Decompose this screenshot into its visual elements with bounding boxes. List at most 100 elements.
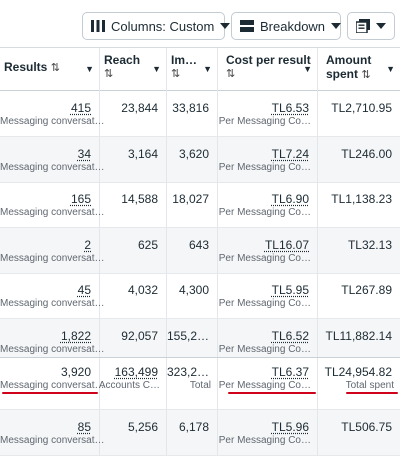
table-row[interactable]: 165 Messaging conversat… 14,588 18,027 TL6.9…	[0, 182, 400, 228]
table-row[interactable]: 1,822 Messaging conversat… 92,057 155,2… TL6…	[0, 318, 400, 365]
table-row[interactable]: 85 Messaging conversat… 5,256 6,178 TL5.96 Pe…	[0, 409, 400, 456]
columns-button[interactable]: Columns: Custom	[82, 12, 231, 40]
results-label: Messaging conversat…	[0, 161, 105, 173]
breakdown-button[interactable]: Breakdown	[231, 12, 342, 40]
column-header-cost-per-result[interactable]: Cost per result ⇅ ▼	[218, 48, 318, 91]
impressions-cell: 6,178	[167, 409, 218, 455]
cost-per-result-label: Per Messaging Co…	[218, 298, 311, 309]
cost-per-result-label: Per Messaging Co…	[218, 343, 311, 355]
reach-value: 92,057	[121, 328, 158, 343]
chevron-down-icon	[376, 23, 386, 29]
cost-per-result-cell: TL5.95 Per Messaging Co…	[218, 273, 318, 318]
results-label: Messaging conversat…	[0, 116, 105, 127]
results-value[interactable]: 45	[77, 283, 91, 297]
results-label: Messaging conversat…	[0, 434, 105, 446]
export-button[interactable]	[347, 12, 395, 40]
impressions-value: 3,620	[178, 146, 209, 161]
amount-spent-cell: TL267.89	[318, 273, 400, 318]
total-cost-per-result-value[interactable]: TL6.37	[271, 365, 309, 379]
chevron-down-icon	[220, 23, 231, 29]
total-reach-cell: 163,499 Accounts C…	[99, 358, 167, 401]
impressions-value: 643	[188, 237, 209, 252]
results-cell: 415 Messaging conversat…	[0, 91, 105, 136]
results-cell: 2 Messaging conversat…	[0, 227, 105, 273]
results-value[interactable]: 34	[77, 146, 91, 161]
columns-button-label: Columns: Custom	[111, 18, 215, 34]
chevron-down-icon[interactable]: ▼	[85, 64, 94, 74]
table-row[interactable]: 34 Messaging conversat… 3,164 3,620 TL7.24 Pe…	[0, 136, 400, 183]
results-value[interactable]: 85	[77, 419, 91, 434]
amount-spent-value: TL11,882.14	[325, 328, 393, 343]
column-header-results[interactable]: Results ⇅ ▼	[0, 48, 100, 91]
sort-icon[interactable]: ⇅	[226, 68, 236, 80]
sort-icon[interactable]: ⇅	[50, 62, 60, 74]
column-header-reach[interactable]: Reach ⇅ ▼	[100, 48, 167, 91]
sort-icon[interactable]: ⇅	[361, 69, 371, 81]
results-label: Messaging conversat…	[0, 298, 105, 309]
amount-spent-value: TL506.75	[341, 419, 392, 434]
total-amount-spent-value: TL24,954.82	[324, 365, 392, 379]
impressions-value: 18,027	[172, 192, 209, 206]
table-row[interactable]: 415 Messaging conversat… 23,844 33,816 TL6.5…	[0, 91, 400, 137]
reach-value: 5,256	[127, 419, 158, 434]
amount-spent-cell: TL506.75	[318, 410, 400, 455]
cost-per-result-value[interactable]: TL6.53	[271, 101, 309, 115]
amount-spent-value: TL32.13	[347, 237, 392, 252]
column-header-impressions[interactable]: Im… ⇅ ▼	[167, 48, 218, 91]
cost-per-result-cell: TL16.07 Per Messaging Co…	[218, 227, 318, 273]
cost-per-result-value[interactable]: TL5.96	[271, 419, 309, 434]
reach-cell: 92,057	[100, 318, 167, 364]
table-row[interactable]: 45 Messaging conversat… 4,032 4,300 TL5.95 Pe…	[0, 273, 400, 319]
results-label: Messaging conversat…	[0, 343, 105, 355]
total-results-label: Messaging conversat…	[0, 380, 105, 391]
cost-per-result-value[interactable]: TL6.52	[271, 328, 309, 343]
reach-value: 23,844	[121, 101, 158, 115]
chevron-down-icon[interactable]: ▼	[303, 64, 312, 74]
chevron-down-icon[interactable]: ▼	[203, 64, 212, 74]
sort-icon[interactable]: ⇅	[171, 68, 181, 80]
cost-per-result-label: Per Messaging Co…	[218, 116, 311, 127]
results-label: Messaging conversat…	[0, 252, 105, 264]
reach-value: 625	[137, 237, 158, 252]
reach-cell: 14,588	[100, 182, 167, 227]
cost-per-result-cell: TL6.90 Per Messaging Co…	[218, 182, 318, 227]
results-value[interactable]: 2	[84, 237, 91, 252]
cost-per-result-value[interactable]: TL5.95	[271, 283, 309, 297]
total-reach-value[interactable]: 163,499	[114, 365, 158, 379]
table-row[interactable]: 2 Messaging conversat… 625 643 TL16.07 Per Me…	[0, 227, 400, 274]
amount-spent-cell: TL32.13	[318, 228, 400, 273]
cost-per-result-value[interactable]: TL6.90	[271, 192, 309, 206]
annotation-underline	[228, 392, 316, 394]
results-value[interactable]: 165	[70, 192, 91, 206]
reach-cell: 23,844	[100, 91, 167, 136]
results-value[interactable]: 1,822	[60, 328, 91, 343]
impressions-cell: 18,027	[167, 182, 218, 227]
amount-spent-value: TL267.89	[341, 283, 392, 297]
amount-spent-value: TL246.00	[341, 146, 392, 161]
cost-per-result-label: Per Messaging Co…	[218, 207, 311, 218]
impressions-value: 4,300	[178, 283, 209, 297]
cost-per-result-label: Per Messaging Co…	[218, 161, 311, 173]
sort-icon[interactable]: ⇅	[104, 68, 114, 80]
total-amount-spent-label: Total spent	[345, 380, 394, 391]
column-header-amount-spent[interactable]: Amount spent ⇅ ▼	[326, 53, 395, 81]
amount-spent-cell: TL11,882.14	[318, 319, 400, 364]
results-cell: 1,822 Messaging conversat…	[0, 318, 105, 364]
amount-spent-value: TL2,710.95	[331, 101, 392, 115]
impressions-value: 33,816	[172, 101, 209, 115]
impressions-value: 155,2…	[166, 328, 209, 343]
chevron-down-icon[interactable]: ▼	[386, 64, 395, 74]
table-header: Results ⇅ ▼ Reach ⇅ ▼ Im… ⇅ ▼ Cost per r…	[0, 47, 400, 91]
breakdown-button-label: Breakdown	[260, 18, 326, 34]
reach-cell: 5,256	[100, 409, 167, 455]
annotation-underline	[346, 392, 398, 394]
results-value[interactable]: 415	[70, 101, 91, 115]
reach-cell: 3,164	[100, 136, 167, 182]
results-cell: 85 Messaging conversat…	[0, 409, 105, 455]
results-cell: 165 Messaging conversat…	[0, 182, 105, 227]
chevron-down-icon[interactable]: ▼	[152, 64, 161, 74]
total-impressions-cell: 323,2… Total	[167, 358, 218, 401]
cost-per-result-value[interactable]: TL7.24	[271, 146, 309, 161]
totals-row: 3,920 Messaging conversat… 163,499 Accou…	[0, 357, 400, 401]
cost-per-result-value[interactable]: TL16.07	[264, 237, 309, 252]
